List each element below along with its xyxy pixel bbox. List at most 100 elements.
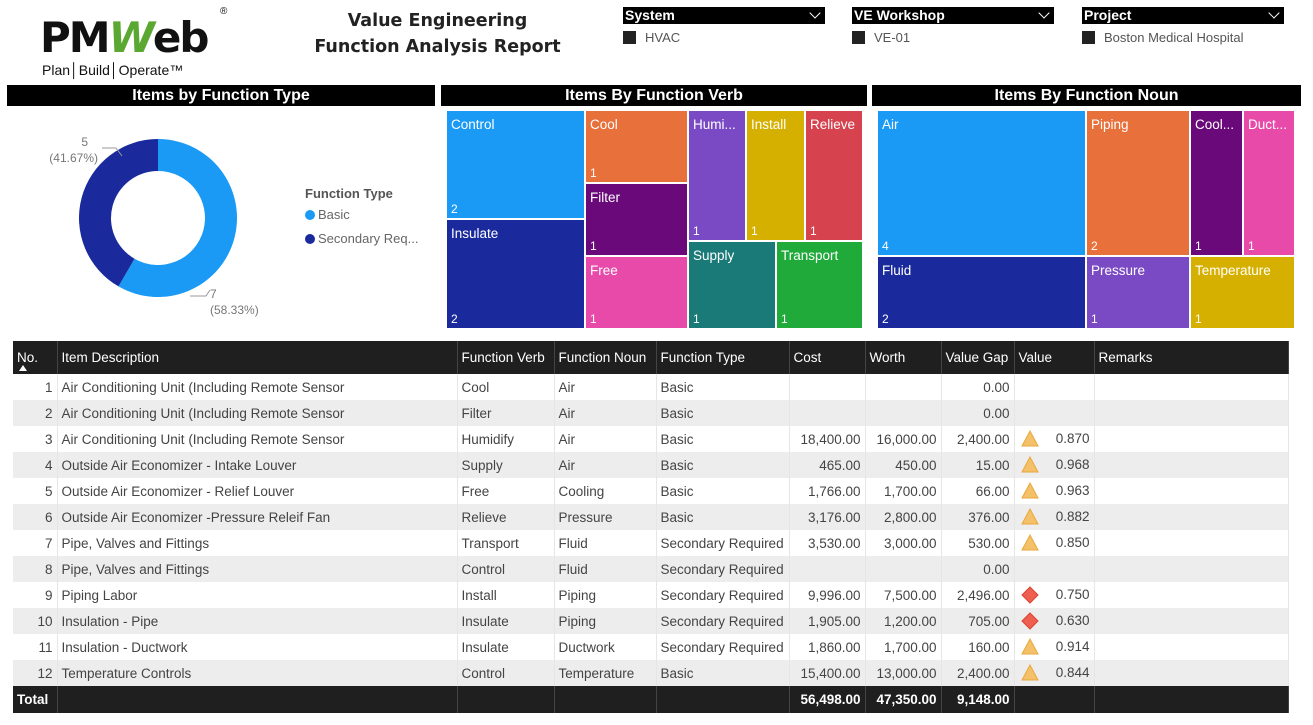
slicer-ve-workshop[interactable]: VE Workshop VE-01	[852, 7, 1054, 45]
tile-label: Supply	[693, 248, 735, 263]
treemap-tile-install[interactable]: Install 1	[746, 110, 805, 241]
table-row[interactable]: 7 Pipe, Valves and Fittings Transport Fluid…	[13, 530, 1289, 556]
cell-item-description: Insulation - Ductwork	[57, 634, 458, 660]
tile-label: Air	[882, 117, 899, 132]
treemap-tile-free[interactable]: Free 1	[585, 256, 688, 329]
tile-value: 1	[1195, 312, 1202, 326]
slicer-system-header[interactable]: System	[623, 7, 825, 24]
cell-function-type: Secondary Required	[656, 634, 790, 660]
table-row[interactable]: 6 Outside Air Economizer -Pressure Releif…	[13, 504, 1289, 530]
checkbox-icon[interactable]	[852, 31, 865, 44]
legend-item-basic[interactable]: Basic	[305, 207, 418, 222]
column-header-value-gap[interactable]: Value Gap	[941, 341, 1015, 374]
leader-line	[102, 147, 123, 157]
table-row[interactable]: 10 Insulation - Pipe Insulate Piping Seconda…	[13, 608, 1289, 634]
function-verb-treemap[interactable]: Control 2 Insulate 2 Cool 1 Filter 1 Free 1 Humi..…	[446, 110, 863, 329]
cell-worth: 3,000.00	[865, 530, 942, 556]
tile-value: 1	[781, 312, 788, 326]
slicer-ve-workshop-header[interactable]: VE Workshop	[852, 7, 1054, 24]
slicer-project[interactable]: Project Boston Medical Hospital	[1082, 7, 1284, 45]
treemap-tile-insulate[interactable]: Insulate 2	[446, 219, 585, 329]
table-total-row: Total 56,498.00 47,350.00 9,148.00	[13, 686, 1289, 713]
table-row[interactable]: 8 Pipe, Valves and Fittings Control Fluid Se…	[13, 556, 1289, 582]
warning-triangle-icon	[1020, 664, 1039, 681]
cell-value-gap: 376.00	[941, 504, 1015, 530]
treemap-tile-piping[interactable]: Piping 2	[1086, 110, 1190, 256]
table-row[interactable]: 1 Air Conditioning Unit (Including Remote…	[13, 374, 1289, 400]
cell-remarks	[1094, 634, 1289, 660]
cell-item-description: Temperature Controls	[57, 660, 458, 686]
treemap-tile-filter[interactable]: Filter 1	[585, 183, 688, 256]
column-header-worth[interactable]: Worth	[865, 341, 942, 374]
section-header-function-noun: Items By Function Noun	[872, 85, 1301, 106]
function-noun-treemap[interactable]: Air 4 Fluid 2 Piping 2 Cool... 1 Duct... 1 Pressur…	[877, 110, 1295, 329]
treemap-tile-fluid[interactable]: Fluid 2	[877, 256, 1086, 329]
cell-value: 0.914	[1014, 634, 1095, 660]
total-value-gap: 9,148.00	[941, 686, 1015, 713]
table-body: 1 Air Conditioning Unit (Including Remote…	[13, 374, 1289, 686]
chevron-down-icon[interactable]	[809, 7, 821, 19]
checkbox-icon[interactable]	[1082, 31, 1095, 44]
cell-no: 9	[13, 582, 58, 608]
treemap-tile-control[interactable]: Control 2	[446, 110, 585, 219]
cell-function-verb: Cool	[457, 374, 555, 400]
slicer-system[interactable]: System HVAC	[623, 7, 825, 45]
table-row[interactable]: 11 Insulation - Ductwork Insulate Ductwork S…	[13, 634, 1289, 660]
treemap-tile-cool[interactable]: Cool... 1	[1190, 110, 1243, 256]
column-header-remarks[interactable]: Remarks	[1094, 341, 1289, 374]
tile-label: Piping	[1091, 117, 1129, 132]
cell-no: 7	[13, 530, 58, 556]
chevron-down-icon[interactable]	[1268, 7, 1280, 19]
cell-remarks	[1094, 608, 1289, 634]
column-header-cost[interactable]: Cost	[789, 341, 866, 374]
column-header-function-verb[interactable]: Function Verb	[457, 341, 555, 374]
treemap-tile-transport[interactable]: Transport 1	[776, 241, 863, 329]
tile-value: 2	[451, 202, 458, 216]
table-row[interactable]: 2 Air Conditioning Unit (Including Remote…	[13, 400, 1289, 426]
treemap-tile-cool[interactable]: Cool 1	[585, 110, 688, 183]
cell-cost	[789, 374, 866, 400]
section-header-function-type: Items by Function Type	[7, 85, 435, 106]
treemap-tile-pressure[interactable]: Pressure 1	[1086, 256, 1190, 329]
treemap-tile-air[interactable]: Air 4	[877, 110, 1086, 256]
chevron-down-icon[interactable]	[1038, 7, 1050, 19]
treemap-tile-supply[interactable]: Supply 1	[688, 241, 776, 329]
cell-function-noun: Air	[554, 400, 657, 426]
table-row[interactable]: 5 Outside Air Economizer - Relief Louver F…	[13, 478, 1289, 504]
cell-value-gap: 530.00	[941, 530, 1015, 556]
donut-slice-basic[interactable]	[118, 139, 238, 297]
checkbox-icon[interactable]	[623, 31, 636, 44]
cell-function-type: Secondary Required	[656, 582, 790, 608]
cell-value	[1014, 374, 1095, 400]
column-header-value[interactable]: Value	[1014, 341, 1095, 374]
treemap-tile-humi[interactable]: Humi... 1	[688, 110, 746, 241]
column-header-function-type[interactable]: Function Type	[656, 341, 790, 374]
logo-registered-mark: ®	[220, 6, 228, 17]
table-row[interactable]: 4 Outside Air Economizer - Intake Louver S…	[13, 452, 1289, 478]
table-row[interactable]: 9 Piping Labor Install Piping Secondary Requ…	[13, 582, 1289, 608]
legend-item-secondary[interactable]: Secondary Req...	[305, 231, 418, 246]
treemap-tile-temperature[interactable]: Temperature 1	[1190, 256, 1295, 329]
cell-worth: 13,000.00	[865, 660, 942, 686]
slicer-project-item[interactable]: Boston Medical Hospital	[1082, 30, 1284, 45]
column-header-no[interactable]: No.	[13, 341, 58, 374]
cell-function-verb: Insulate	[457, 608, 555, 634]
slicer-project-header[interactable]: Project	[1082, 7, 1284, 24]
cell-value-gap: 0.00	[941, 556, 1015, 582]
cell-worth: 2,800.00	[865, 504, 942, 530]
table-row[interactable]: 12 Temperature Controls Control Temperature…	[13, 660, 1289, 686]
treemap-tile-duct[interactable]: Duct... 1	[1243, 110, 1295, 256]
value-ratio: 0.750	[1055, 587, 1090, 602]
sort-ascending-icon[interactable]	[19, 365, 27, 371]
donut-slice-secondary-required[interactable]	[79, 139, 158, 287]
slicer-system-item[interactable]: HVAC	[623, 30, 825, 45]
table-row[interactable]: 3 Air Conditioning Unit (Including Remote…	[13, 426, 1289, 452]
slicer-ve-workshop-item[interactable]: VE-01	[852, 30, 1054, 45]
function-type-donut-chart[interactable]: 7 (58.33%) 5 (41.67%)	[20, 118, 300, 323]
treemap-tile-relieve[interactable]: Relieve 1	[805, 110, 863, 241]
column-header-item-description[interactable]: Item Description	[57, 341, 458, 374]
table-header-row: No. Item Description Function Verb Funct…	[13, 341, 1289, 374]
slice-value-label: 7	[210, 287, 217, 301]
cell-function-noun: Cooling	[554, 478, 657, 504]
column-header-function-noun[interactable]: Function Noun	[554, 341, 657, 374]
